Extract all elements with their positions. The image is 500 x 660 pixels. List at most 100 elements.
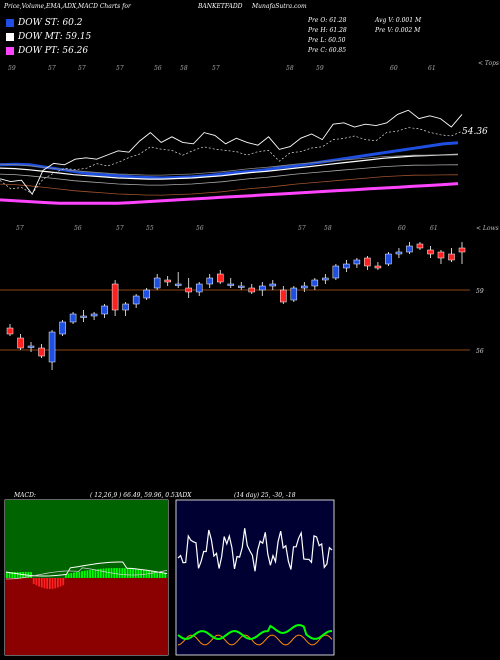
symbol-label: BANKETFADD	[198, 3, 243, 10]
tick-labels-layer: 59 57 57 57 56 58 57 58 59 60 61 57 56 57 55 56 57 58 60 61	[8, 65, 438, 232]
macd-histogram-bar	[140, 569, 142, 578]
adx-panel-frame	[175, 499, 335, 656]
ema-line-dow-st	[0, 141, 459, 180]
macd-signal-line	[5, 567, 168, 580]
macd-histogram-bar	[158, 572, 161, 578]
macd-histogram-bar	[97, 568, 100, 578]
macd-histogram-bar	[148, 570, 151, 578]
candle-body	[259, 285, 266, 291]
candle-body	[332, 265, 340, 279]
macd-histogram-bar	[83, 570, 86, 578]
candle-body	[395, 251, 403, 255]
candle-body	[437, 251, 445, 259]
candle-body	[353, 259, 361, 265]
legend-item-mt: DOW MT: 59.15	[6, 32, 91, 42]
ema-line-dow-pt	[0, 182, 459, 205]
candle-body	[427, 249, 434, 255]
candle-body	[406, 245, 413, 253]
adx-line	[177, 528, 333, 572]
macd-histogram-bar	[89, 569, 91, 578]
low-tick-label: 55	[146, 225, 154, 232]
candle-body	[374, 265, 382, 269]
quote-prev-high: Pre H: 61.28	[308, 27, 347, 34]
macd-histogram-bar	[56, 578, 59, 588]
macd-histogram-bar	[107, 568, 110, 578]
candle-body	[164, 279, 171, 283]
macd-histogram-bar	[156, 572, 159, 578]
top-tick-label: 58	[286, 65, 294, 72]
plus-di-line	[177, 623, 333, 641]
candle-body	[185, 287, 192, 293]
candle-body	[238, 285, 245, 288]
top-tick-label: 60	[390, 65, 398, 72]
candle-body	[385, 253, 392, 265]
legend-swatch-mt	[6, 33, 14, 41]
low-tick-label: 61	[430, 225, 438, 232]
macd-histogram-bar	[121, 568, 124, 578]
legend-label-mt: DOW MT: 59.15	[18, 32, 92, 42]
candle-body	[111, 283, 119, 311]
macd-histogram-bar	[164, 573, 167, 578]
adx-label: ADX	[178, 492, 192, 499]
macd-histogram-bar	[62, 578, 65, 586]
top-tick-label: 59	[8, 65, 16, 72]
macd-histogram-bar	[150, 571, 153, 578]
macd-histogram-bar	[126, 568, 129, 578]
candle-body	[311, 279, 319, 287]
low-tick-label: 56	[74, 225, 82, 232]
adx-params: (14 day) 25, -30, -18	[234, 492, 296, 499]
candle-body	[206, 277, 213, 285]
site-label: MunafaSutra.com	[252, 3, 307, 10]
candle-body	[216, 273, 224, 283]
macd-label: MACD:	[14, 492, 36, 499]
quote-avg-volume: Avg V: 0.001 M	[375, 17, 422, 24]
legend-label-st: DOW ST: 60.2	[18, 18, 83, 28]
quote-prev-close: Pre C: 60.85	[308, 47, 347, 54]
candle-body	[38, 347, 45, 357]
top-tick-label: 57	[212, 65, 220, 72]
macd-histogram-bar	[124, 568, 126, 578]
candle-body	[143, 289, 150, 299]
lows-label: < Lows	[476, 225, 499, 232]
macd-histogram-bar	[161, 573, 164, 578]
macd-histogram-bar	[43, 578, 46, 589]
quote-prev-low: Pre L: 60.50	[308, 37, 346, 44]
macd-histogram-bar	[116, 568, 118, 578]
candle-body	[248, 287, 256, 293]
candle-body	[290, 287, 298, 301]
macd-histogram-bar	[142, 569, 145, 578]
top-tick-label: 61	[428, 65, 436, 72]
legend-swatch-pt	[6, 47, 14, 55]
macd-histogram-bar	[67, 573, 70, 578]
macd-layer	[5, 561, 168, 589]
macd-histogram-bar	[78, 571, 81, 578]
legend-swatch-st	[6, 19, 14, 27]
candle-body	[153, 277, 161, 289]
envelope-line	[0, 154, 459, 176]
candle-body	[280, 289, 287, 303]
macd-negative-zone	[5, 578, 168, 655]
top-tick-label: 57	[116, 65, 124, 72]
macd-histogram-bar	[19, 572, 22, 578]
candle-body	[27, 345, 35, 348]
macd-histogram-bar	[137, 569, 140, 578]
adx-layer	[177, 528, 333, 646]
top-tick-label: 57	[78, 65, 86, 72]
low-tick-label: 60	[398, 225, 406, 232]
price-level-label: 59	[476, 288, 484, 295]
quote-prev-open: Pre O: 61.28	[308, 17, 347, 24]
macd-histogram-bar	[11, 572, 14, 578]
macd-histogram-bar	[75, 572, 78, 578]
candle-body	[17, 337, 24, 349]
candle-body	[364, 257, 371, 267]
macd-histogram-bar	[73, 572, 75, 578]
macd-histogram-bar	[65, 574, 67, 578]
low-tick-label: 56	[196, 225, 204, 232]
candle-body	[195, 283, 203, 293]
candle-body	[6, 327, 14, 335]
macd-histogram-bar	[8, 572, 11, 578]
legend-item-st: DOW ST: 60.2	[6, 18, 83, 28]
macd-histogram-bar	[94, 569, 97, 578]
macd-histogram-bar	[59, 578, 62, 587]
